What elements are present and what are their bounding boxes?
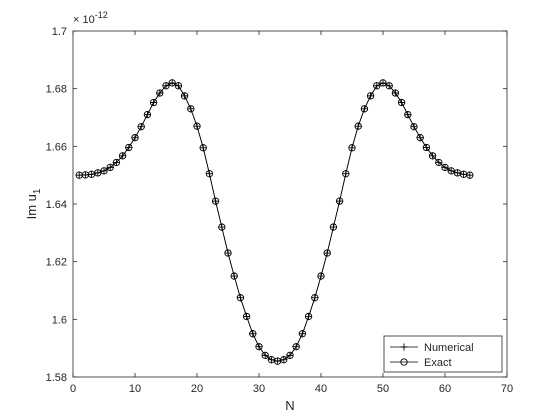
data-point-circle — [342, 170, 350, 178]
data-point-circle — [397, 98, 406, 107]
data-point-circle — [261, 351, 269, 360]
series-layer — [75, 79, 474, 365]
data-point-circle — [317, 272, 325, 280]
y-axis-label-subscript: 1 — [32, 188, 43, 194]
data-point-circle — [466, 171, 474, 179]
data-point-circle — [162, 82, 170, 90]
x-tick-label: 40 — [315, 383, 327, 395]
data-point-circle — [373, 82, 381, 90]
data-point-circle — [218, 223, 226, 231]
y-multiplier-exponent: -12 — [95, 10, 108, 20]
data-point-circle — [298, 330, 307, 338]
data-point-circle — [391, 89, 400, 97]
legend-item-numerical: Numerical — [390, 342, 474, 354]
data-point-circle — [311, 294, 319, 302]
data-point-circle — [385, 82, 393, 90]
x-tick-label: 10 — [129, 383, 141, 395]
data-point-circle — [348, 144, 356, 152]
data-point-circle — [329, 223, 338, 231]
x-tick-label: 50 — [377, 383, 389, 395]
data-point-circle — [410, 123, 418, 131]
legend: Numerical Exact — [383, 335, 503, 373]
y-axis-label: Im u1 — [24, 188, 43, 219]
series-exact — [75, 79, 474, 365]
x-tick-label: 30 — [253, 383, 265, 395]
legend-plus-glyph — [400, 343, 408, 351]
data-point-circle — [304, 312, 313, 321]
x-axis: 0 10 20 30 40 50 60 70 — [70, 31, 513, 395]
data-point-circle — [292, 343, 300, 351]
y-axis-multiplier: × 10-12 — [73, 10, 108, 26]
x-tick-label: 70 — [501, 383, 513, 395]
data-point-circle — [106, 163, 114, 172]
x-tick-label: 0 — [70, 383, 76, 395]
data-point-circle — [174, 82, 183, 90]
data-point-circle — [435, 158, 443, 167]
data-point-circle — [441, 163, 449, 172]
x-tick-label: 20 — [191, 383, 203, 395]
y-axis: 1.58 1.6 1.62 1.64 1.66 1.68 1.7 — [46, 26, 507, 384]
data-point-circle — [205, 170, 214, 178]
legend-circle-glyph — [400, 358, 408, 366]
x-axis-label: N — [285, 398, 294, 413]
y-tick-label: 1.66 — [46, 141, 67, 153]
y-axis-label-main: Im u — [24, 194, 39, 219]
legend-label-exact: Exact — [424, 357, 452, 369]
legend-box — [383, 335, 503, 373]
y-tick-label: 1.7 — [52, 26, 67, 38]
data-point-circle — [193, 122, 201, 130]
data-point-circle — [242, 312, 251, 321]
data-point-circle — [180, 92, 189, 100]
legend-marker-circle — [400, 358, 408, 366]
data-point-circle — [416, 134, 424, 142]
data-point-circle — [404, 110, 412, 119]
legend-label-numerical: Numerical — [424, 342, 474, 354]
y-tick-label: 1.58 — [46, 372, 67, 384]
y-tick-label: 1.62 — [46, 257, 67, 269]
data-point-circle — [255, 343, 263, 351]
data-point-circle — [224, 249, 232, 257]
data-point-circle — [249, 330, 257, 338]
data-point-circle — [323, 249, 331, 257]
data-point-circle — [428, 152, 437, 160]
data-point-circle — [280, 356, 288, 364]
data-point-circle — [211, 197, 220, 205]
data-point-circle — [112, 158, 121, 167]
y-tick-label: 1.6 — [52, 314, 67, 326]
data-point-circle — [422, 143, 431, 152]
y-tick-label: 1.64 — [46, 199, 67, 211]
legend-item-exact: Exact — [390, 357, 452, 369]
data-point-circle — [143, 110, 152, 119]
data-point-circle — [230, 272, 238, 280]
data-point-circle — [100, 167, 108, 175]
data-point-circle — [156, 89, 164, 97]
data-point-circle — [131, 134, 139, 142]
data-point-circle — [236, 294, 245, 302]
x-tick-label: 60 — [439, 383, 451, 395]
data-point-circle — [118, 152, 127, 160]
data-point-circle — [125, 143, 133, 152]
data-point-circle — [149, 98, 158, 107]
data-point-circle — [137, 123, 145, 131]
data-point-circle — [187, 105, 195, 113]
y-multiplier-base: × 10 — [73, 14, 95, 26]
data-point-circle — [360, 105, 369, 113]
y-tick-label: 1.68 — [46, 84, 67, 96]
data-point-circle — [286, 351, 294, 360]
data-point-circle — [354, 122, 362, 130]
data-point-circle — [335, 197, 344, 205]
legend-marker-plus — [400, 343, 408, 351]
data-point-circle — [366, 92, 375, 100]
data-point-circle — [168, 79, 176, 87]
data-point-circle — [379, 79, 387, 87]
data-point-circle — [199, 144, 207, 152]
plot-area — [73, 31, 507, 377]
